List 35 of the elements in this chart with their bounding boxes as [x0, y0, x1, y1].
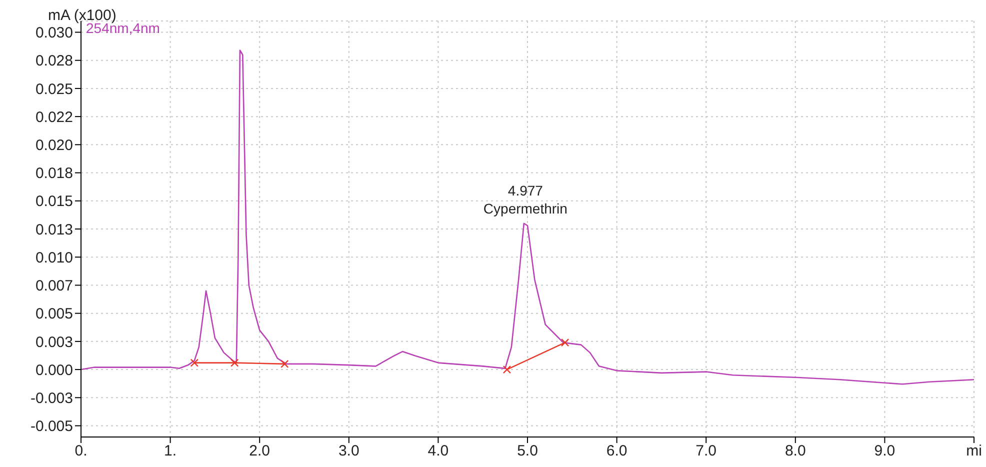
point	[190, 358, 199, 367]
point	[230, 358, 239, 367]
annotation: Cypermethrin	[483, 200, 568, 216]
y-tick-label: 0.000	[35, 362, 73, 379]
x-tick-label: 8.0	[784, 442, 806, 460]
x-tick-label: mi	[966, 442, 982, 460]
y-tick-label: 0.022	[35, 108, 73, 126]
y-tick-label: 0.025	[35, 80, 73, 98]
y-axis-title: mA (x100)	[48, 7, 116, 24]
x-tick-label: 6.0	[606, 442, 628, 460]
y-tick-label: 0.003	[35, 334, 73, 351]
x-tick-label: 7.0	[696, 442, 717, 460]
x-tick-label: 3.0	[338, 442, 360, 460]
y-tick-label: 0.015	[35, 193, 73, 210]
y-tick-label: 0.018	[35, 165, 73, 182]
y-tick-label: 0.010	[35, 249, 73, 266]
line-series	[81, 50, 974, 385]
y-tick-label: 0.028	[35, 52, 73, 70]
x-tick-label: 2.0	[249, 442, 270, 460]
point	[280, 360, 289, 368]
x-tick-label: 1.	[164, 442, 177, 460]
y-tick-label: 0.005	[35, 306, 73, 323]
x-tick-label: 4.0	[428, 442, 449, 460]
y-tick-label: 0.007	[35, 278, 73, 295]
x-tick-label: 0.	[74, 442, 88, 460]
y-tick-label: 0.030	[35, 24, 73, 42]
x-tick-label: 5.0	[517, 442, 538, 460]
y-tick-label: 0.013	[35, 221, 73, 238]
y-tick-label: -0.003	[30, 390, 73, 407]
y-tick-label: -0.005	[30, 418, 73, 436]
x-tick-label: 9.0	[874, 442, 896, 460]
point	[502, 365, 512, 374]
y-tick-label: 0.020	[35, 137, 73, 154]
annotation: 4.977	[508, 182, 544, 198]
point	[560, 338, 570, 347]
